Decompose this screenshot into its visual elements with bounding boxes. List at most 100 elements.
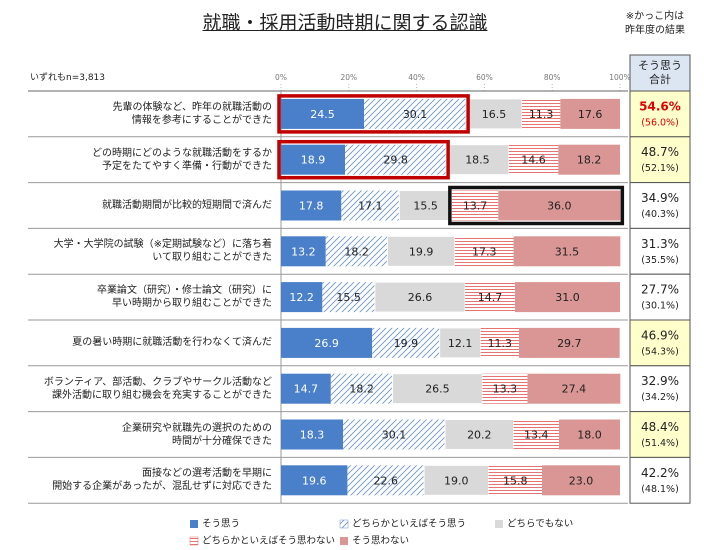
bar-segment (498, 190, 621, 221)
bar-segment (514, 282, 620, 313)
bar-segment (364, 98, 467, 129)
category-label: 大学・大学院の試験（※定期試験など）に落ち着 いて取り組むことができた (53, 239, 272, 264)
bar-segment (558, 419, 620, 450)
bar-segment (513, 236, 621, 267)
bar-segment (488, 465, 543, 496)
category-label: 卒業論文（研究）・修士論文（研究）に 早い時期から取り組むことができた (97, 285, 272, 310)
value-label: 24.5 (310, 108, 335, 121)
value-label: 13.4 (524, 429, 549, 442)
value-label: 18.3 (300, 429, 325, 442)
bar-segment (451, 190, 499, 221)
bar-segment (281, 373, 331, 404)
total-previous: (34.2%) (641, 392, 679, 403)
bar-segment (281, 236, 326, 267)
total-previous: (30.1%) (641, 301, 679, 312)
total-cell (629, 182, 691, 229)
sample-note: いずれもn=3,813 (30, 73, 106, 83)
legend-label: そう思う (202, 519, 240, 530)
bar-segment (372, 327, 440, 358)
bar-segment (560, 98, 620, 129)
value-label: 17.1 (358, 200, 383, 213)
total-value: 48.4% (641, 420, 679, 434)
value-label: 26.9 (314, 337, 339, 350)
total-cell (629, 273, 691, 321)
value-label: 11.3 (529, 108, 554, 121)
highlight-box (277, 139, 450, 180)
value-label: 30.1 (403, 108, 428, 121)
value-label: 15.5 (336, 291, 361, 304)
legend-swatch (190, 520, 198, 528)
bar-segment (522, 98, 561, 129)
total-cell (629, 227, 691, 275)
legend-swatch (495, 520, 503, 528)
bar-segment (423, 464, 489, 496)
value-label: 13.3 (493, 383, 518, 396)
value-label: 14.6 (521, 154, 546, 167)
total-previous: (35.5%) (641, 255, 679, 266)
total-cell (629, 411, 691, 458)
bar-segment (445, 144, 510, 176)
bar-segment (322, 282, 375, 313)
note: ※かっこ内は 昨年度の結果 (625, 11, 685, 36)
value-label: 17.3 (472, 245, 497, 258)
total-value: 27.7% (641, 283, 679, 297)
value-label: 18.2 (344, 245, 369, 258)
bar-segment (542, 465, 620, 496)
legend-swatch (189, 536, 199, 546)
legend-label: どちらかといえばそう思う (352, 519, 466, 530)
value-label: 29.7 (557, 337, 582, 350)
total-previous: (40.3%) (641, 209, 679, 220)
total-value: 32.9% (641, 374, 679, 388)
value-label: 31.5 (555, 245, 580, 258)
value-label: 19.6 (302, 474, 327, 487)
bar-segment (347, 465, 425, 496)
total-previous: (52.1%) (641, 163, 679, 174)
bar-segment (513, 419, 559, 450)
bar-segment (482, 373, 528, 404)
x-tick-label: 40% (408, 73, 425, 82)
bar-segment (330, 373, 393, 404)
total-value: 46.9% (641, 328, 679, 342)
total-cell (629, 319, 691, 367)
legend-swatch (339, 519, 349, 529)
bar-segment (325, 236, 388, 267)
x-tick-label: 60% (476, 73, 493, 82)
value-label: 19.9 (394, 337, 419, 350)
value-label: 17.6 (578, 108, 603, 121)
value-label: 14.7 (294, 383, 319, 396)
total-value: 34.9% (641, 191, 679, 205)
bar-segment (281, 190, 342, 221)
total-value: 31.3% (641, 237, 679, 251)
value-label: 18.5 (465, 154, 490, 167)
bar-segment (518, 327, 620, 358)
value-label: 15.8 (503, 474, 528, 487)
value-label: 20.2 (467, 429, 492, 442)
total-previous: (56.0%) (641, 117, 679, 128)
value-label: 29.8 (383, 154, 408, 167)
value-label: 14.7 (478, 291, 503, 304)
total-previous: (48.1%) (641, 484, 679, 495)
bar-segment (480, 327, 519, 358)
bar-segment (281, 465, 348, 496)
value-label: 18.2 (349, 383, 374, 396)
bar-segment (386, 235, 456, 267)
value-label: 13.2 (291, 245, 316, 258)
value-label: 16.5 (482, 108, 507, 121)
bar-segment (465, 282, 515, 313)
bar-segment (527, 373, 621, 404)
total-header: そう思う 合計 (638, 59, 682, 86)
category-label: 夏の暑い時期に就職活動を行わなくて済んだ (72, 337, 272, 349)
bar-segment (398, 190, 453, 221)
value-label: 17.8 (299, 200, 324, 213)
bar-segment (444, 419, 515, 450)
total-cell (629, 456, 691, 504)
total-previous: (51.4%) (641, 438, 679, 449)
value-label: 19.9 (409, 245, 434, 258)
bar-segment (281, 327, 373, 358)
value-label: 22.6 (374, 474, 399, 487)
highlight-box (448, 185, 625, 226)
value-label: 13.7 (463, 200, 488, 213)
bar-segment (558, 144, 620, 175)
